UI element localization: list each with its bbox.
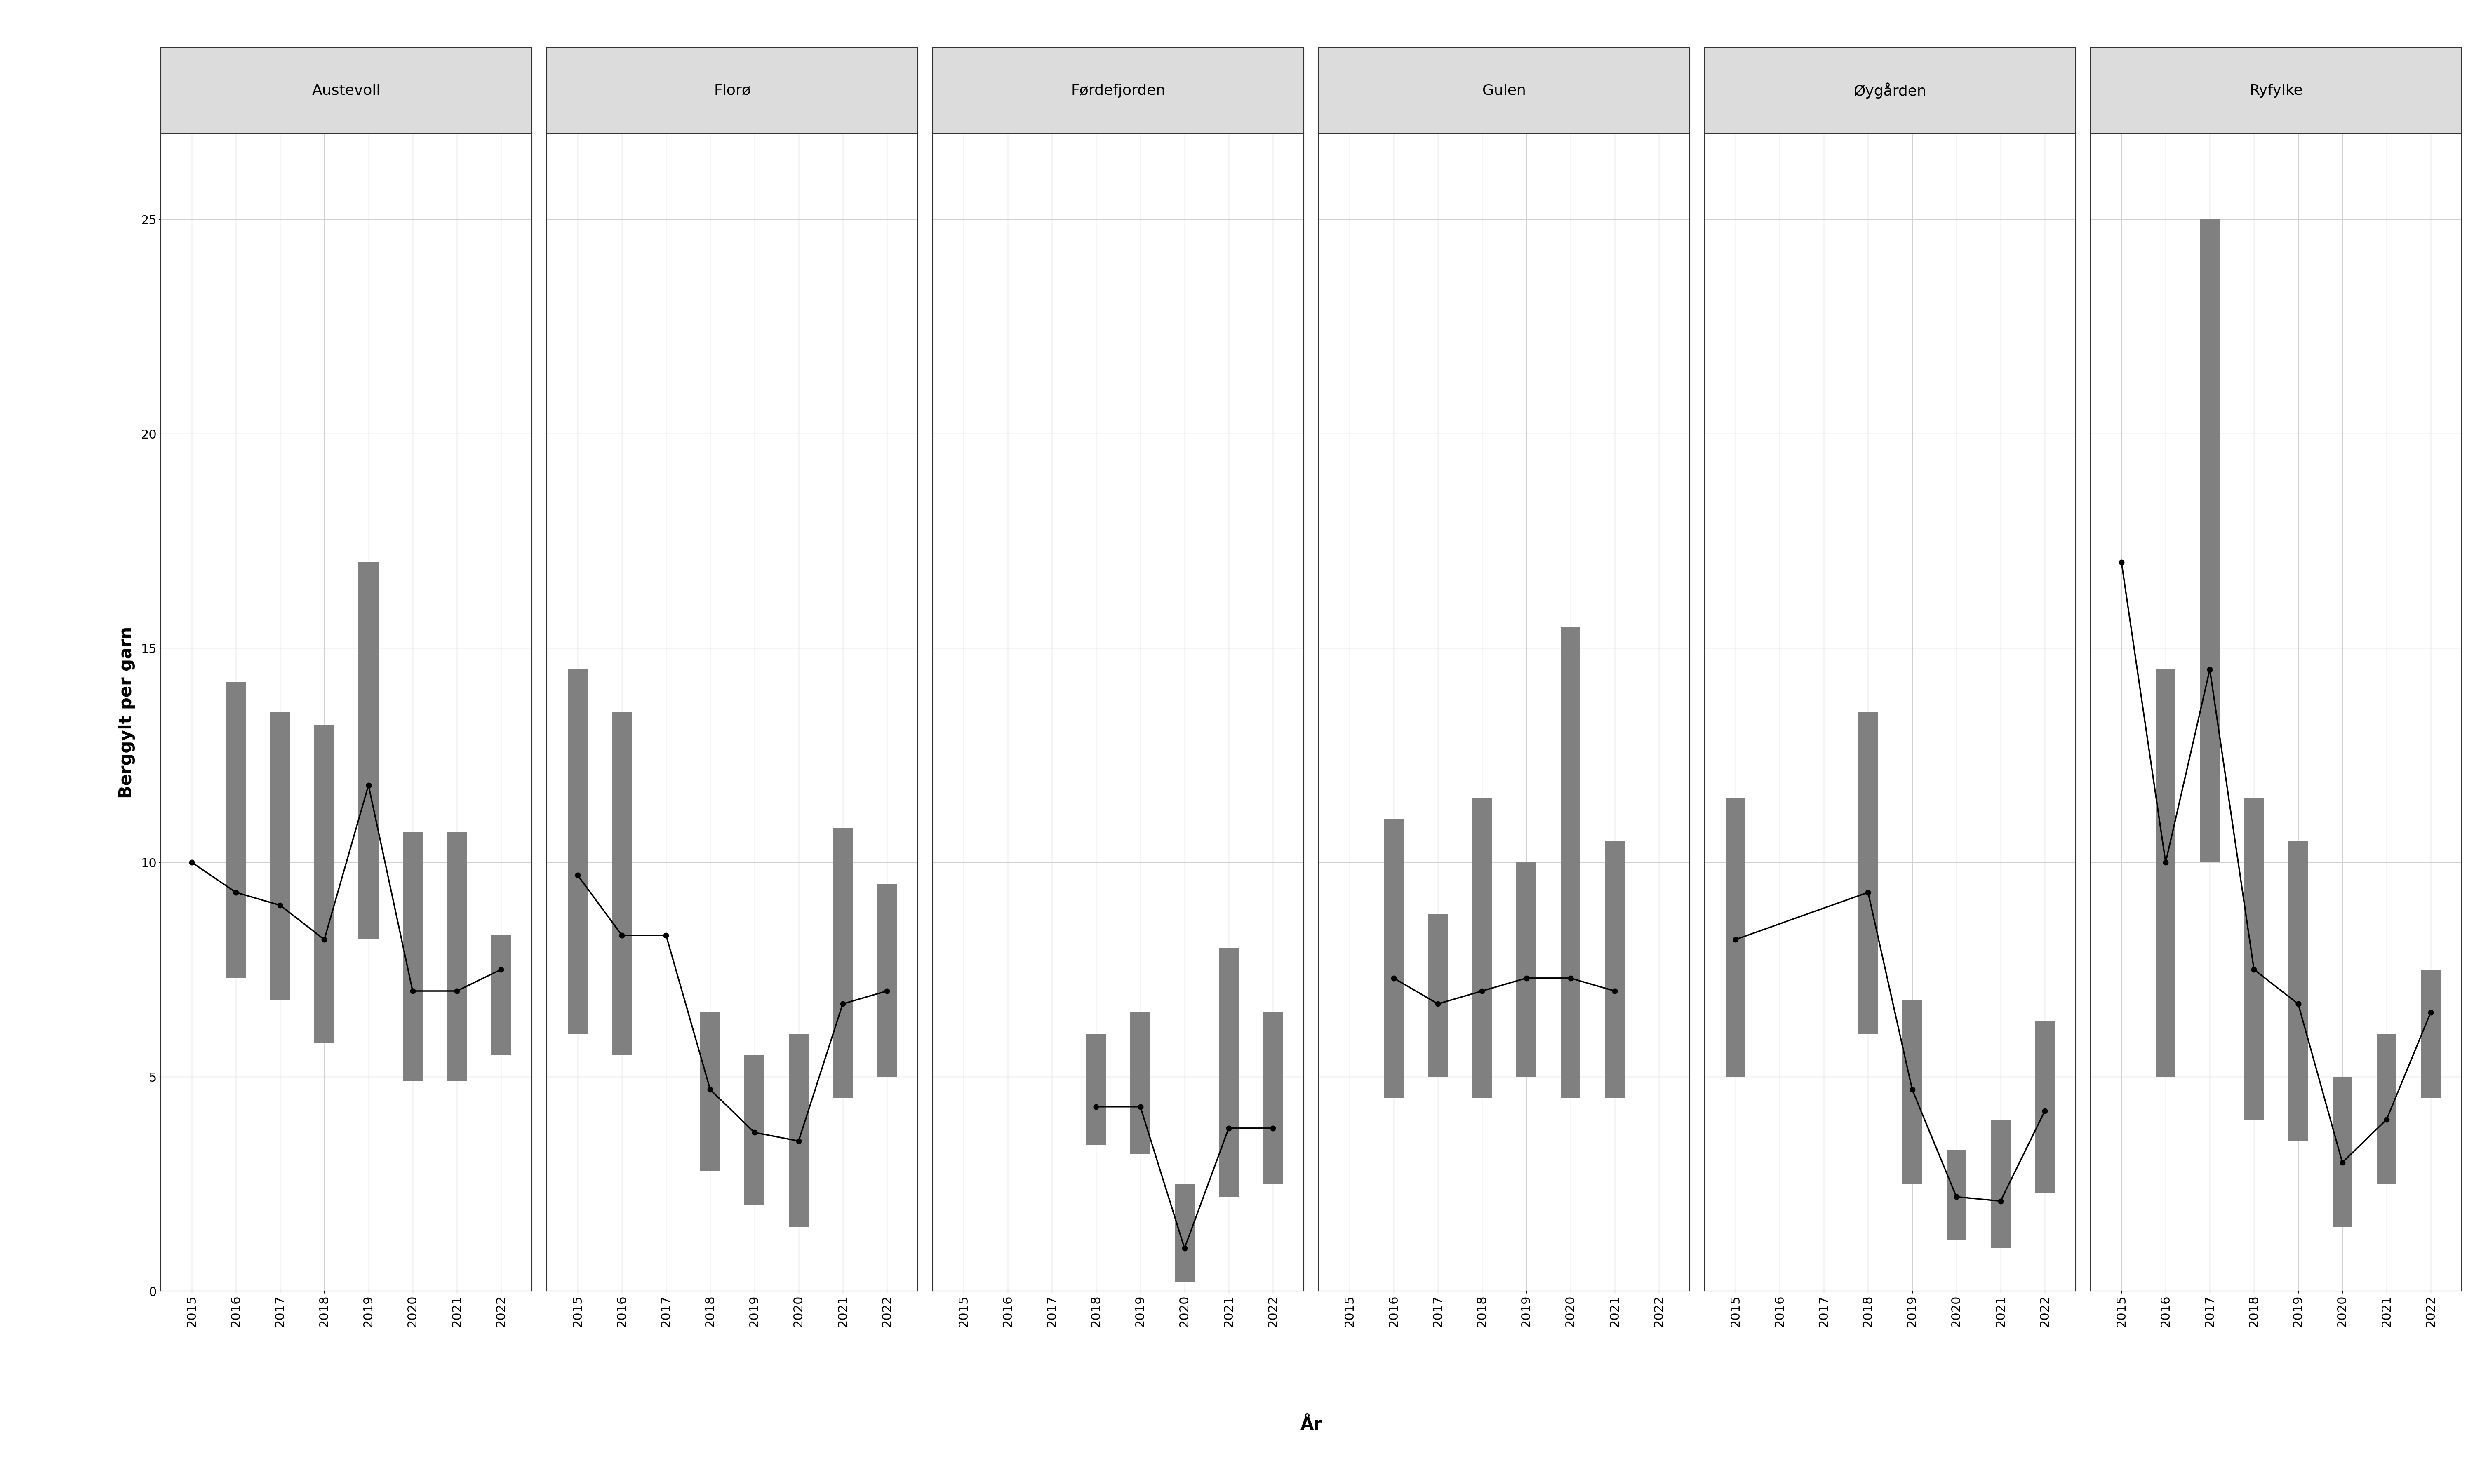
Bar — [1724, 798, 1747, 1077]
Bar — [2244, 798, 2264, 1119]
Bar — [789, 1034, 809, 1227]
Bar — [1992, 1119, 2011, 1248]
Bar — [1262, 1012, 1284, 1184]
Bar — [745, 1055, 764, 1205]
Bar — [2155, 669, 2175, 1077]
Bar — [2333, 1077, 2353, 1227]
Bar — [2420, 969, 2442, 1098]
Text: Øygården: Øygården — [1853, 83, 1927, 98]
Text: Austevoll: Austevoll — [312, 83, 381, 98]
Bar — [834, 828, 854, 1098]
Bar — [1131, 1012, 1150, 1155]
Bar — [1606, 841, 1625, 1098]
Bar — [2378, 1034, 2397, 1184]
Bar — [1903, 1000, 1922, 1184]
Bar — [700, 1012, 720, 1171]
Bar — [490, 935, 512, 1055]
Bar — [2199, 220, 2219, 862]
Text: Florø: Florø — [715, 83, 750, 98]
Text: Gulen: Gulen — [1482, 83, 1526, 98]
Bar — [2288, 841, 2308, 1141]
Bar — [1517, 862, 1536, 1077]
Text: Førdefjorden: Førdefjorden — [1071, 83, 1165, 98]
Bar — [270, 712, 289, 1000]
Bar — [1383, 819, 1403, 1098]
Text: Ryfylke: Ryfylke — [2249, 83, 2303, 98]
Bar — [1472, 798, 1492, 1098]
Bar — [1086, 1034, 1106, 1146]
Bar — [876, 884, 898, 1077]
Bar — [403, 833, 423, 1080]
Bar — [1561, 626, 1581, 1098]
Bar — [1947, 1150, 1967, 1239]
Bar — [1858, 712, 1878, 1034]
Y-axis label: Berggylt per garn: Berggylt per garn — [119, 626, 136, 798]
Bar — [567, 669, 589, 1034]
Bar — [448, 833, 468, 1080]
Bar — [1175, 1184, 1195, 1282]
Bar — [1220, 948, 1239, 1196]
Bar — [359, 562, 379, 939]
Text: År: År — [1301, 1416, 1321, 1434]
Bar — [2034, 1021, 2056, 1193]
Bar — [314, 726, 334, 1042]
Bar — [225, 683, 245, 978]
Bar — [611, 712, 631, 1055]
Bar — [1427, 914, 1447, 1077]
